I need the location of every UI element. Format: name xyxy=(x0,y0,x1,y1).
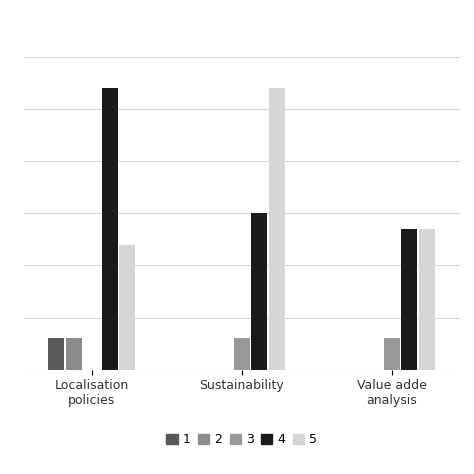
Bar xyxy=(383,338,400,370)
Bar xyxy=(252,213,267,370)
Bar xyxy=(48,338,64,370)
Bar xyxy=(401,229,417,370)
Bar xyxy=(234,338,250,370)
Bar xyxy=(269,88,285,370)
Bar xyxy=(101,88,118,370)
Bar xyxy=(119,245,135,370)
Legend: 1, 2, 3, 4, 5: 1, 2, 3, 4, 5 xyxy=(161,428,322,451)
Bar xyxy=(419,229,435,370)
Bar xyxy=(66,338,82,370)
